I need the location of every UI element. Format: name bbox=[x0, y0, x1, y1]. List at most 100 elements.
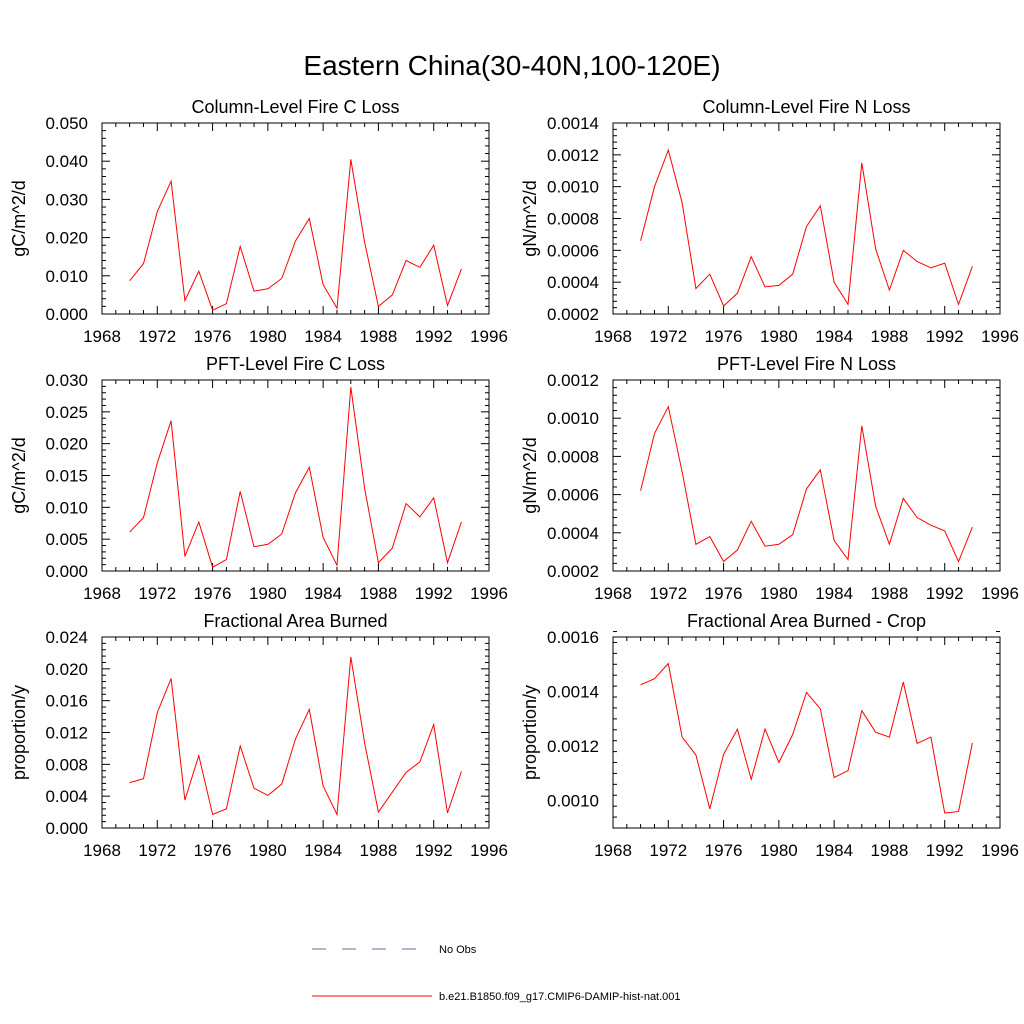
x-tick-label: 1984 bbox=[815, 584, 853, 603]
chart-panel-1: Column-Level Fire C Loss gC/m^2/d 1968 1972… bbox=[9, 97, 508, 346]
x-tick-label: 1992 bbox=[926, 327, 964, 346]
plot-frame bbox=[612, 122, 1001, 315]
x-tick-label: 1988 bbox=[871, 327, 909, 346]
x-tick-label: 1984 bbox=[815, 841, 853, 860]
series-line bbox=[129, 656, 462, 817]
chart-panel-2: Column-Level Fire N Loss gN/m^2/d 1968 1972… bbox=[520, 97, 1019, 346]
x-tick-label: 1968 bbox=[83, 584, 121, 603]
y-axis-label: gC/m^2/d bbox=[9, 180, 29, 256]
y-tick-label: 0.0016 bbox=[547, 628, 599, 647]
y-tick-label: 0.005 bbox=[45, 530, 88, 549]
panel-title: Column-Level Fire N Loss bbox=[702, 97, 910, 117]
y-axis-label: proportion/y bbox=[520, 685, 540, 780]
series-line bbox=[640, 662, 973, 814]
series-line bbox=[129, 386, 462, 568]
y-tick-label: 0.025 bbox=[45, 403, 88, 422]
x-tick-label: 1968 bbox=[83, 841, 121, 860]
x-tick-label: 1968 bbox=[594, 841, 632, 860]
x-tick-label: 1988 bbox=[360, 841, 398, 860]
y-axis-label: proportion/y bbox=[9, 685, 29, 780]
x-tick-label: 1996 bbox=[981, 584, 1019, 603]
x-tick-label: 1976 bbox=[705, 327, 743, 346]
x-tick-label: 1996 bbox=[470, 327, 508, 346]
x-tick-label: 1992 bbox=[415, 584, 453, 603]
x-tick-label: 1972 bbox=[138, 327, 176, 346]
panel-title: Column-Level Fire C Loss bbox=[191, 97, 399, 117]
y-tick-label: 0.015 bbox=[45, 467, 88, 486]
x-tick-label: 1996 bbox=[470, 584, 508, 603]
y-axis-label: gN/m^2/d bbox=[520, 180, 540, 256]
legend-label-model: b.e21.B1850.f09_g17.CMIP6-DAMIP-hist-nat… bbox=[439, 991, 681, 1003]
x-tick-label: 1976 bbox=[194, 841, 232, 860]
x-tick-label: 1976 bbox=[705, 841, 743, 860]
x-tick-label: 1980 bbox=[249, 841, 287, 860]
panel-title: Fractional Area Burned - Crop bbox=[687, 611, 926, 631]
chart-panel-5: Fractional Area Burned proportion/y 1968 19… bbox=[9, 611, 508, 860]
y-tick-label: 0.0014 bbox=[547, 683, 599, 702]
y-tick-label: 0.010 bbox=[45, 498, 88, 517]
plot-frame bbox=[101, 379, 490, 572]
series-line bbox=[129, 159, 462, 311]
y-axis-label: gN/m^2/d bbox=[520, 437, 540, 513]
x-tick-label: 1984 bbox=[304, 841, 342, 860]
legend-label-no-obs: No Obs bbox=[439, 944, 477, 956]
chart-panel-4: PFT-Level Fire N Loss gN/m^2/d 1968 1972 197… bbox=[520, 354, 1019, 603]
y-tick-label: 0.0004 bbox=[547, 273, 599, 292]
y-tick-label: 0.0012 bbox=[547, 737, 599, 756]
x-tick-label: 1992 bbox=[415, 841, 453, 860]
x-tick-label: 1972 bbox=[649, 327, 687, 346]
y-tick-label: 0.004 bbox=[45, 787, 88, 806]
x-tick-label: 1980 bbox=[760, 841, 798, 860]
y-tick-label: 0.020 bbox=[45, 435, 88, 454]
x-tick-label: 1992 bbox=[926, 841, 964, 860]
x-tick-label: 1968 bbox=[594, 327, 632, 346]
y-tick-label: 0.0010 bbox=[547, 409, 599, 428]
x-tick-label: 1980 bbox=[249, 584, 287, 603]
y-tick-label: 0.030 bbox=[45, 190, 88, 209]
x-tick-label: 1980 bbox=[760, 584, 798, 603]
x-tick-label: 1996 bbox=[981, 327, 1019, 346]
plot-frame bbox=[101, 122, 490, 315]
x-tick-label: 1972 bbox=[138, 584, 176, 603]
y-tick-label: 0.0002 bbox=[547, 305, 599, 324]
y-tick-label: 0.0012 bbox=[547, 146, 599, 165]
y-tick-label: 0.0006 bbox=[547, 241, 599, 260]
legend: No Obs b.e21.B1850.f09_g17.CMIP6-DAMIP-h… bbox=[312, 944, 681, 1003]
y-tick-label: 0.020 bbox=[45, 660, 88, 679]
x-tick-label: 1980 bbox=[760, 327, 798, 346]
x-tick-label: 1992 bbox=[926, 584, 964, 603]
y-tick-label: 0.030 bbox=[45, 371, 88, 390]
y-tick-label: 0.0008 bbox=[547, 210, 599, 229]
y-tick-label: 0.0008 bbox=[547, 447, 599, 466]
x-tick-label: 1984 bbox=[304, 327, 342, 346]
y-tick-label: 0.000 bbox=[45, 305, 88, 324]
y-tick-label: 0.0010 bbox=[547, 178, 599, 197]
figure-title: Eastern China(30-40N,100-120E) bbox=[303, 50, 720, 81]
panels: Column-Level Fire C Loss gC/m^2/d 1968 1972… bbox=[9, 97, 1019, 860]
x-tick-label: 1988 bbox=[871, 841, 909, 860]
x-tick-label: 1980 bbox=[249, 327, 287, 346]
y-tick-label: 0.024 bbox=[45, 628, 88, 647]
x-tick-label: 1992 bbox=[415, 327, 453, 346]
y-tick-label: 0.000 bbox=[45, 562, 88, 581]
x-tick-label: 1996 bbox=[981, 841, 1019, 860]
x-tick-label: 1996 bbox=[470, 841, 508, 860]
plot-frame bbox=[612, 379, 1001, 572]
chart-panel-3: PFT-Level Fire C Loss gC/m^2/d 1968 1972 197… bbox=[9, 354, 508, 603]
x-tick-label: 1968 bbox=[83, 327, 121, 346]
x-tick-label: 1988 bbox=[360, 327, 398, 346]
series-line bbox=[640, 405, 973, 563]
y-tick-label: 0.0012 bbox=[547, 371, 599, 390]
y-tick-label: 0.050 bbox=[45, 114, 88, 133]
y-tick-label: 0.0014 bbox=[547, 114, 599, 133]
y-tick-label: 0.010 bbox=[45, 267, 88, 286]
x-tick-label: 1972 bbox=[649, 841, 687, 860]
y-tick-label: 0.000 bbox=[45, 819, 88, 838]
x-tick-label: 1976 bbox=[194, 584, 232, 603]
y-tick-label: 0.0010 bbox=[547, 792, 599, 811]
x-tick-label: 1988 bbox=[871, 584, 909, 603]
x-tick-label: 1968 bbox=[594, 584, 632, 603]
y-tick-label: 0.040 bbox=[45, 152, 88, 171]
x-tick-label: 1972 bbox=[649, 584, 687, 603]
